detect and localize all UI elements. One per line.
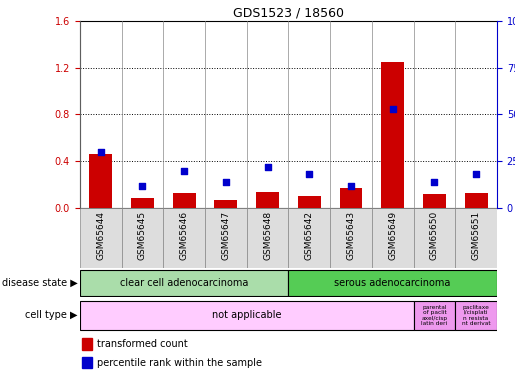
Bar [122, 208, 163, 268]
Bar [80, 300, 414, 330]
Text: clear cell adenocarcinoma: clear cell adenocarcinoma [120, 278, 248, 288]
Bar [455, 208, 497, 268]
Bar [465, 193, 488, 208]
Text: GSM65649: GSM65649 [388, 211, 397, 260]
Point [180, 168, 188, 174]
Bar [247, 208, 288, 268]
Bar [80, 208, 122, 268]
Bar [163, 208, 205, 268]
Title: GDS1523 / 18560: GDS1523 / 18560 [233, 6, 344, 20]
Text: GSM65648: GSM65648 [263, 211, 272, 260]
Text: percentile rank within the sample: percentile rank within the sample [97, 358, 262, 368]
Bar [414, 208, 455, 268]
Text: GSM65651: GSM65651 [472, 211, 480, 260]
Text: GSM65646: GSM65646 [180, 211, 188, 260]
Bar [205, 208, 247, 268]
Bar [339, 188, 363, 208]
Bar [80, 270, 288, 296]
Bar [414, 300, 455, 330]
Point [97, 149, 105, 155]
Point [388, 106, 397, 112]
Text: cell type ▶: cell type ▶ [25, 310, 77, 320]
Text: GSM65647: GSM65647 [221, 211, 230, 260]
Point [472, 171, 480, 177]
Text: GSM65650: GSM65650 [430, 211, 439, 260]
Point [431, 179, 439, 185]
Point [138, 183, 147, 189]
Point [263, 164, 272, 170]
Point [221, 179, 230, 185]
Text: GSM65645: GSM65645 [138, 211, 147, 260]
Bar [131, 198, 154, 208]
Text: GSM65643: GSM65643 [347, 211, 355, 260]
Text: GSM65644: GSM65644 [96, 211, 105, 260]
Text: not applicable: not applicable [212, 310, 281, 320]
Bar [82, 357, 92, 368]
Bar [381, 62, 404, 208]
Text: parental
of paclit
axel/cisp
latin deri: parental of paclit axel/cisp latin deri [421, 305, 448, 326]
Bar [89, 154, 112, 208]
Text: transformed count: transformed count [97, 339, 188, 349]
Bar [288, 270, 497, 296]
Bar [455, 300, 497, 330]
Text: paclitaxe
l/cisplati
n resista
nt derivat: paclitaxe l/cisplati n resista nt deriva… [462, 305, 490, 326]
Bar [173, 193, 196, 208]
Bar [423, 194, 446, 208]
Text: GSM65642: GSM65642 [305, 211, 314, 260]
Bar [372, 208, 414, 268]
Point [305, 171, 313, 177]
Bar [214, 200, 237, 208]
Bar [298, 196, 321, 208]
Bar [82, 338, 92, 350]
Bar [330, 208, 372, 268]
Point [347, 183, 355, 189]
Text: serous adenocarcinoma: serous adenocarcinoma [335, 278, 451, 288]
Bar [288, 208, 330, 268]
Bar [256, 192, 279, 208]
Text: disease state ▶: disease state ▶ [2, 278, 77, 288]
